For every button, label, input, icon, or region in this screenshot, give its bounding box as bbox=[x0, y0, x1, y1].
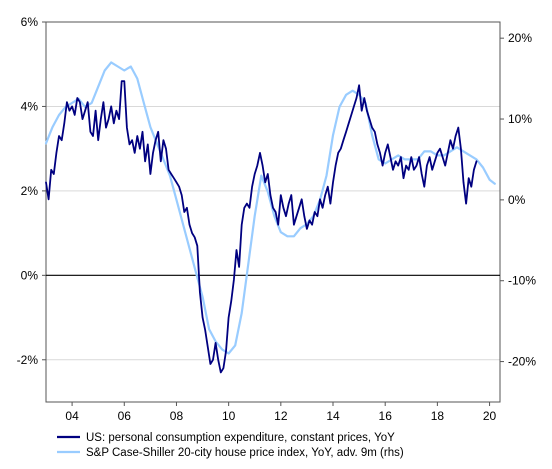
x-tick-label: 18 bbox=[431, 409, 445, 423]
legend-label-pce: US: personal consumption expenditure, co… bbox=[86, 432, 395, 444]
x-tick-label: 16 bbox=[379, 409, 393, 423]
x-tick-label: 10 bbox=[222, 409, 236, 423]
x-tick-label: 14 bbox=[326, 409, 340, 423]
x-axis-ticks: 04 06 08 10 12 14 16 18 20 bbox=[65, 402, 497, 423]
right-tick-label: 0% bbox=[508, 193, 526, 207]
series-lines bbox=[44, 61, 496, 374]
legend: US: personal consumption expenditure, co… bbox=[57, 432, 404, 459]
x-tick-label: 20 bbox=[483, 409, 497, 423]
x-tick-label: 12 bbox=[274, 409, 288, 423]
left-tick-label: 4% bbox=[21, 99, 39, 113]
left-tick-label: -2% bbox=[17, 353, 39, 367]
right-axis-ticks: -20% -10% 0% 10% 20% bbox=[500, 31, 536, 369]
x-tick-label: 08 bbox=[170, 409, 184, 423]
right-tick-label: -10% bbox=[508, 274, 536, 288]
x-tick-label: 06 bbox=[118, 409, 132, 423]
plot-frame bbox=[45, 21, 501, 403]
series-line-pce bbox=[45, 80, 478, 374]
left-tick-label: 2% bbox=[21, 184, 39, 198]
left-axis-ticks: -2% 0% 2% 4% 6% bbox=[17, 15, 46, 367]
right-tick-label: -20% bbox=[508, 355, 536, 369]
right-tick-label: 10% bbox=[508, 112, 532, 126]
x-tick-label: 04 bbox=[65, 409, 79, 423]
left-tick-label: 0% bbox=[21, 268, 39, 282]
right-tick-label: 20% bbox=[508, 31, 532, 45]
legend-label-case-shiller: S&P Case-Shiller 20-city house price ind… bbox=[86, 447, 404, 459]
left-tick-label: 6% bbox=[21, 15, 39, 29]
series-line-case-shiller bbox=[44, 61, 496, 355]
